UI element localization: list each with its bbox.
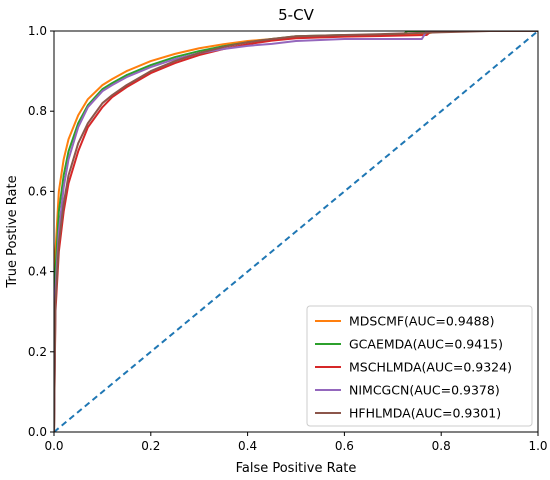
x-tick-label: 0.4: [238, 439, 257, 453]
y-tick-label: 1.0: [28, 24, 47, 38]
legend-entry-label: NIMCGCN(AUC=0.9378): [349, 383, 500, 398]
x-tick-label: 0.2: [141, 439, 160, 453]
series-line-2: [54, 31, 538, 432]
x-tick-label: 0.8: [432, 439, 451, 453]
x-tick-label: 0.0: [44, 439, 63, 453]
plot-area: [54, 31, 538, 432]
legend-entry-label: MDSCMF(AUC=0.9488): [349, 314, 494, 329]
y-tick-label: 0.2: [28, 345, 47, 359]
legend-entry-label: MSCHLMDA(AUC=0.9324): [349, 360, 512, 375]
axis-ticks: 0.0 0.2 0.4 0.6 0.8 1.0 0.0 0.2 0.4 0.6 0.8 1.0: [28, 24, 548, 453]
y-axis-label: True Postive Rate: [5, 175, 20, 288]
plot-frame: [53, 30, 539, 433]
chart-title: 5-CV: [278, 6, 314, 24]
y-tick-label: 0.6: [28, 184, 47, 198]
x-axis-label: False Positive Rate: [236, 461, 357, 476]
legend-entry-label: HFHLMDA(AUC=0.9301): [349, 406, 501, 421]
legend-entry-label: GCAEMDA(AUC=0.9415): [349, 337, 503, 352]
y-tick-label: 0.0: [28, 425, 47, 439]
y-tick-label: 0.8: [28, 104, 47, 118]
legend: MDSCMF(AUC=0.9488) GCAEMDA(AUC=0.9415) MSC…: [306, 305, 533, 427]
series-line-4: [54, 31, 538, 432]
x-tick-label: 1.0: [528, 439, 547, 453]
reference-diagonal-line: [54, 31, 538, 432]
x-tick-label: 0.6: [335, 439, 354, 453]
legend-box: [306, 305, 533, 427]
y-tick-label: 0.4: [28, 265, 47, 279]
